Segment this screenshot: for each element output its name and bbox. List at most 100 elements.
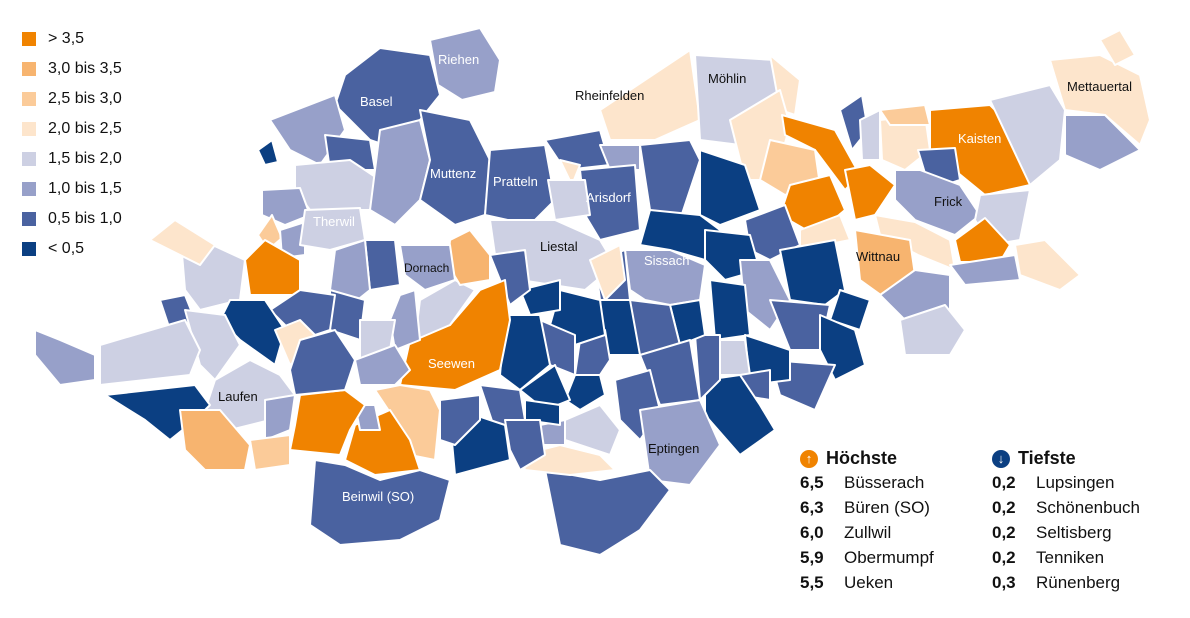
rank-row: 6,3 Büren (SO) <box>800 498 934 523</box>
region <box>1064 114 1141 171</box>
rank-row: 5,5 Ueken <box>800 573 934 598</box>
label-riehen: Riehen <box>438 52 479 67</box>
region <box>949 254 1021 286</box>
region <box>859 109 881 161</box>
region <box>289 329 356 396</box>
rank-value: 0,2 <box>992 523 1016 542</box>
legend-label: 1,5 bis 2,0 <box>48 150 122 167</box>
legend-item: 0,5 bis 1,0 <box>22 204 122 234</box>
legend-swatch <box>22 242 36 256</box>
legend-swatch <box>22 62 36 76</box>
region <box>719 339 751 376</box>
rank-value: 6,0 <box>800 523 824 542</box>
label-seewen: Seewen <box>428 356 475 371</box>
region <box>99 319 201 386</box>
label-kaisten: Kaisten <box>958 131 1001 146</box>
region <box>179 409 251 471</box>
legend-item: < 0,5 <box>22 234 122 264</box>
region <box>249 434 291 471</box>
rank-name: Rünenberg <box>1036 573 1121 592</box>
label-mettauertal: Mettauertal <box>1067 79 1132 94</box>
region <box>894 169 981 236</box>
region <box>547 179 591 221</box>
label-moehlin: Möhlin <box>708 71 746 86</box>
region <box>389 289 421 351</box>
legend-label: 0,5 bis 1,0 <box>48 210 122 227</box>
region <box>439 394 481 446</box>
rank-name: Ueken <box>844 573 894 592</box>
region <box>781 114 861 191</box>
region <box>524 399 561 426</box>
region <box>484 144 556 226</box>
region <box>309 459 451 546</box>
region <box>829 289 871 331</box>
region <box>694 334 721 401</box>
region <box>369 119 431 226</box>
arrow-up-icon: ↑ <box>800 449 818 468</box>
rank-row: 0,2 Lupsingen <box>992 473 1140 498</box>
rank-value: 6,3 <box>800 498 824 517</box>
rank-name: Tenniken <box>1036 548 1105 567</box>
rank-row: 0,3 Rünenberg <box>992 573 1140 598</box>
highest-title: Höchste <box>826 448 898 468</box>
region <box>589 244 626 301</box>
rank-row: 6,0 Zullwil <box>800 523 934 548</box>
label-therwil: Therwil <box>313 214 355 229</box>
region <box>1099 29 1136 66</box>
legend-item: 2,5 bis 3,0 <box>22 84 122 114</box>
region <box>289 389 366 456</box>
label-pratteln: Pratteln <box>493 174 538 189</box>
legend-item: 1,0 bis 1,5 <box>22 174 122 204</box>
label-eptingen: Eptingen <box>648 441 699 456</box>
place-labels: Riehen Basel Rheinfelden Möhlin Mettauer… <box>218 52 1132 504</box>
label-laufen: Laufen <box>218 389 258 404</box>
label-muttenz: Muttenz <box>430 166 476 181</box>
legend-item: > 3,5 <box>22 24 122 54</box>
region <box>699 149 761 226</box>
region <box>599 144 641 171</box>
region <box>899 304 966 356</box>
legend-item: 3,0 bis 3,5 <box>22 54 122 84</box>
rank-name: Büren (SO) <box>844 498 930 517</box>
region <box>504 419 546 471</box>
rank-name: Schönenbuch <box>1036 498 1140 517</box>
legend-swatch <box>22 182 36 196</box>
rank-row: 5,9 Obermumpf <box>800 548 934 573</box>
legend-item: 1,5 bis 2,0 <box>22 144 122 174</box>
region <box>399 244 456 291</box>
rank-row: 6,5 Büsserach <box>800 473 934 498</box>
region <box>261 187 311 226</box>
label-liestal: Liestal <box>540 239 578 254</box>
highest-list: ↑ Höchste 6,5 Büsserach 6,3 Büren (SO) 6,0 Zul… <box>800 448 934 598</box>
region <box>257 139 279 166</box>
rank-name: Zullwil <box>844 523 892 542</box>
label-rheinfelden: Rheinfelden <box>575 88 644 103</box>
rank-name: Seltisberg <box>1036 523 1112 542</box>
legend-swatch <box>22 92 36 106</box>
rank-row: 0,2 Seltisberg <box>992 523 1140 548</box>
label-wittnau: Wittnau <box>856 249 900 264</box>
arrow-down-icon: ↓ <box>992 449 1010 468</box>
label-sissach: Sissach <box>644 253 690 268</box>
rank-value: 0,2 <box>992 498 1016 517</box>
regions <box>34 27 1151 556</box>
rank-row: 0,2 Schönenbuch <box>992 498 1140 523</box>
legend-label: > 3,5 <box>48 30 85 47</box>
region <box>1014 239 1081 291</box>
legend-label: 3,0 bis 3,5 <box>48 60 122 77</box>
legend-label: 1,0 bis 1,5 <box>48 180 122 197</box>
legend-swatch <box>22 122 36 136</box>
legend-item: 2,0 bis 2,5 <box>22 114 122 144</box>
legend-swatch <box>22 32 36 46</box>
rank-value: 0,2 <box>992 548 1016 567</box>
region <box>264 394 296 441</box>
region <box>779 239 846 306</box>
region <box>419 109 491 226</box>
legend-label: < 0,5 <box>48 240 85 257</box>
region <box>989 84 1066 186</box>
label-arisdorf: Arisdorf <box>586 190 631 205</box>
rank-value: 0,2 <box>992 473 1016 492</box>
rank-name: Obermumpf <box>844 548 934 567</box>
lowest-title: Tiefste <box>1018 448 1076 468</box>
rank-value: 5,9 <box>800 548 824 567</box>
